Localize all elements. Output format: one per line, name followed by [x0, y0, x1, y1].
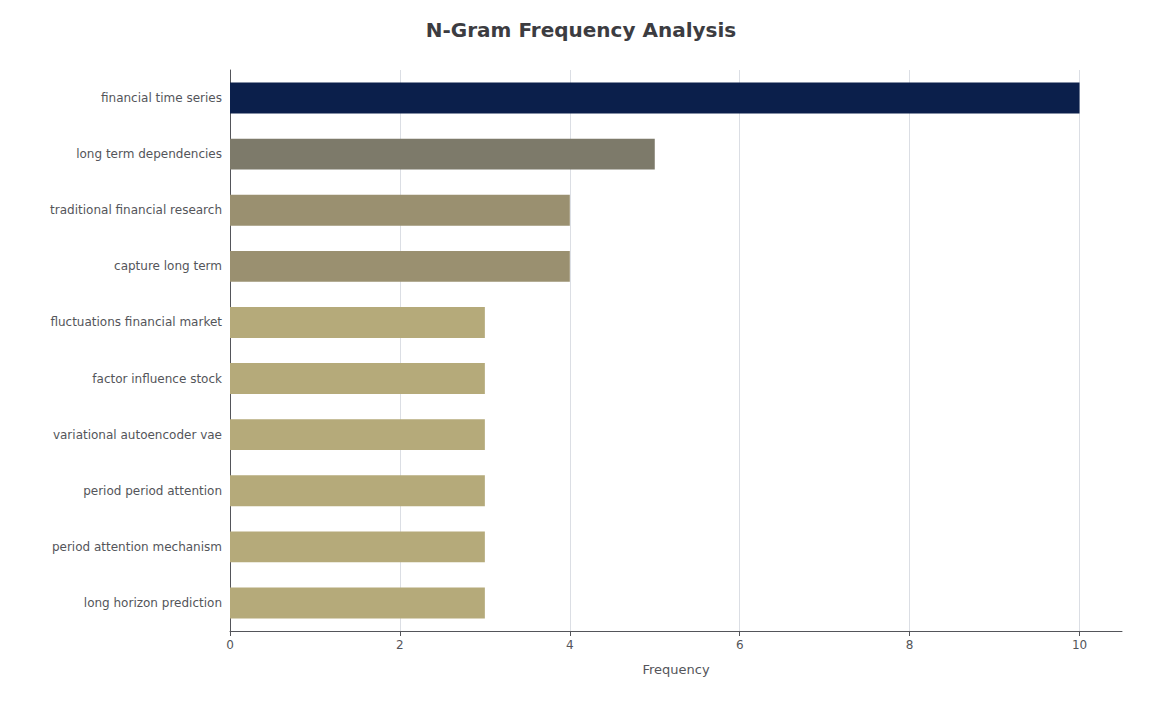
svg-text:6: 6: [736, 638, 744, 652]
svg-text:N-Gram Frequency Analysis: N-Gram Frequency Analysis: [426, 18, 736, 42]
svg-text:factor influence stock: factor influence stock: [92, 372, 222, 386]
svg-text:10: 10: [1072, 638, 1087, 652]
svg-text:4: 4: [566, 638, 574, 652]
svg-text:2: 2: [396, 638, 404, 652]
svg-text:variational autoencoder vae: variational autoencoder vae: [53, 428, 222, 442]
svg-text:period period attention: period period attention: [83, 484, 222, 498]
svg-text:long horizon prediction: long horizon prediction: [84, 596, 222, 610]
svg-text:traditional financial research: traditional financial research: [50, 203, 222, 217]
svg-text:8: 8: [906, 638, 914, 652]
svg-text:long term dependencies: long term dependencies: [76, 147, 222, 161]
svg-text:period attention mechanism: period attention mechanism: [52, 540, 222, 554]
svg-text:fluctuations financial market: fluctuations financial market: [50, 315, 222, 329]
svg-text:capture long term: capture long term: [114, 259, 222, 273]
svg-text:financial time series: financial time series: [101, 91, 222, 105]
svg-text:0: 0: [226, 638, 234, 652]
svg-text:Frequency: Frequency: [642, 662, 709, 677]
